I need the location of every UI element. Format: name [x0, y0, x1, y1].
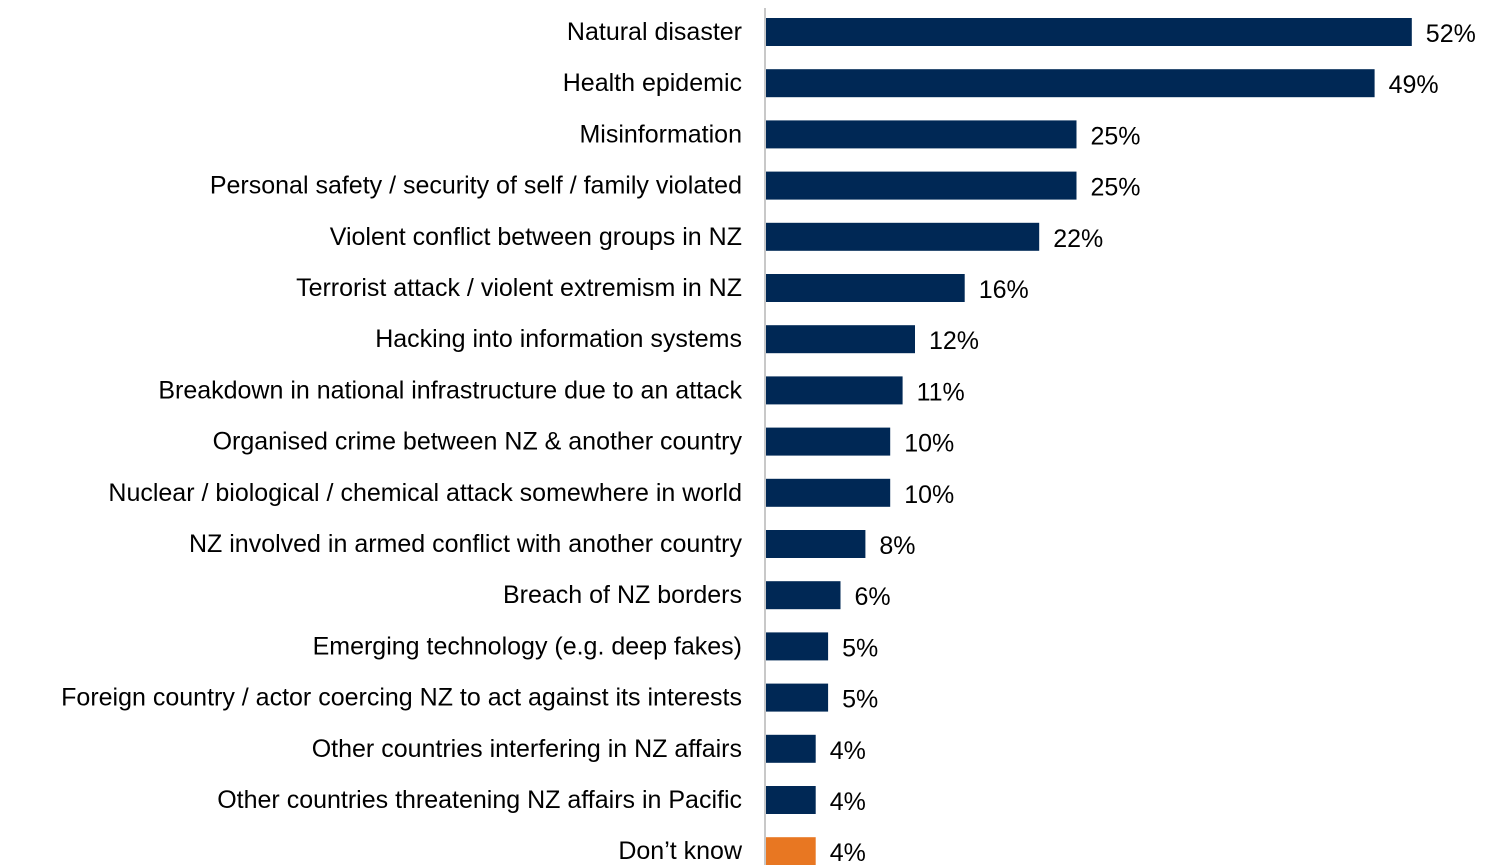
category-label-5: Terrorist attack / violent extremism in … [296, 274, 742, 302]
category-label-2: Misinformation [579, 120, 742, 148]
value-label-16: 4% [830, 839, 866, 865]
category-label-1: Health epidemic [563, 69, 742, 97]
bar-4 [766, 222, 1040, 251]
value-label-2: 25% [1091, 122, 1141, 150]
bar-15 [766, 786, 816, 814]
bar-13 [766, 683, 829, 712]
bar-3 [766, 171, 1077, 200]
category-label-12: Emerging technology (e.g. deep fakes) [313, 632, 742, 660]
bar-2 [766, 120, 1077, 149]
category-label-9: Nuclear / biological / chemical attack s… [108, 479, 742, 507]
category-labels: Natural disaster Health epidemic Misinform… [61, 18, 743, 865]
value-label-11: 6% [855, 583, 891, 611]
bar-7 [766, 376, 903, 405]
value-label-0: 52% [1426, 20, 1476, 48]
value-label-9: 10% [904, 481, 954, 509]
value-label-6: 12% [929, 327, 979, 355]
bar-5 [766, 274, 965, 302]
bar-12 [766, 632, 829, 661]
category-label-8: Organised crime between NZ & another cou… [213, 428, 743, 456]
category-label-6: Hacking into information systems [375, 325, 742, 353]
category-label-3: Personal safety / security of self / fam… [210, 172, 742, 200]
category-label-10: NZ involved in armed conflict with anoth… [189, 530, 743, 558]
value-labels: 52% 49% 25% 25% 22% 16%12% 11% 10% 10% 8% 6% 5% 5% 4%… [830, 20, 1476, 865]
category-label-11: Breach of NZ borders [503, 581, 742, 609]
bar-6 [766, 325, 915, 354]
value-label-8: 10% [904, 430, 954, 458]
category-label-15: Other countries threatening NZ affairs i… [217, 786, 742, 814]
bar-14 [766, 734, 816, 763]
value-label-3: 25% [1091, 174, 1141, 202]
value-label-14: 4% [830, 737, 866, 765]
bar-8 [766, 427, 891, 456]
value-label-10: 8% [879, 532, 915, 560]
bar-1 [766, 69, 1375, 98]
value-label-13: 5% [842, 686, 878, 714]
bar-0 [766, 18, 1412, 46]
value-label-15: 4% [830, 788, 866, 816]
value-label-12: 5% [842, 634, 878, 662]
bar-10 [766, 530, 866, 558]
bar-16 [766, 837, 816, 865]
category-label-0: Natural disaster [567, 18, 742, 46]
category-label-7: Breakdown in national infrastructure due… [158, 376, 742, 404]
value-label-4: 22% [1053, 225, 1103, 253]
value-label-5: 16% [979, 276, 1029, 304]
category-label-4: Violent conflict between groups in NZ [330, 223, 742, 251]
bars-layer [766, 18, 1412, 865]
value-label-7: 11% [917, 378, 965, 406]
bar-9 [766, 478, 891, 507]
category-label-13: Foreign country / actor coercing NZ to a… [61, 684, 742, 712]
bar-11 [766, 581, 841, 610]
value-label-1: 49% [1389, 71, 1439, 99]
category-label-14: Other countries interfering in NZ affair… [312, 735, 742, 763]
category-label-16: Don’t know [618, 837, 743, 865]
